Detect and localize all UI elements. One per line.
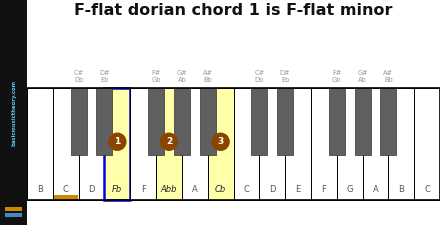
Bar — [148, 88, 164, 155]
Bar — [130, 88, 156, 200]
Text: F#: F# — [151, 70, 161, 76]
Bar — [337, 88, 363, 200]
Text: Eb: Eb — [281, 77, 290, 83]
Text: G#: G# — [176, 70, 187, 76]
Bar — [174, 88, 190, 155]
Bar — [104, 88, 130, 200]
Text: Eb: Eb — [100, 77, 109, 83]
Text: Abb: Abb — [161, 185, 177, 194]
Bar — [414, 88, 440, 200]
Bar — [54, 195, 77, 200]
Text: 1: 1 — [114, 137, 121, 146]
Text: A: A — [373, 185, 378, 194]
Text: C: C — [63, 185, 69, 194]
Text: Gb: Gb — [151, 77, 161, 83]
Text: F: F — [321, 185, 326, 194]
Bar — [355, 88, 370, 155]
Text: Db: Db — [255, 77, 264, 83]
Bar — [53, 88, 79, 200]
Bar — [5, 213, 22, 217]
Text: C#: C# — [73, 70, 84, 76]
Bar — [79, 88, 104, 200]
Text: Bb: Bb — [384, 77, 393, 83]
Text: 2: 2 — [166, 137, 172, 146]
Text: basicmusictheory.com: basicmusictheory.com — [11, 79, 16, 146]
Text: Db: Db — [74, 77, 83, 83]
Text: A#: A# — [203, 70, 213, 76]
Bar — [380, 88, 396, 155]
Text: E: E — [295, 185, 301, 194]
Bar — [27, 88, 53, 200]
Text: Ab: Ab — [358, 77, 367, 83]
Bar — [363, 88, 389, 200]
Bar — [389, 88, 414, 200]
Bar — [208, 88, 234, 200]
Circle shape — [109, 133, 126, 150]
Text: D#: D# — [280, 70, 290, 76]
Text: 3: 3 — [217, 137, 224, 146]
Text: B: B — [398, 185, 404, 194]
Text: A#: A# — [383, 70, 393, 76]
Bar — [285, 88, 311, 200]
Text: G#: G# — [357, 70, 368, 76]
Bar — [311, 88, 337, 200]
Text: D#: D# — [99, 70, 110, 76]
Text: D: D — [88, 185, 95, 194]
Circle shape — [212, 133, 229, 150]
Bar — [182, 88, 208, 200]
Text: C: C — [243, 185, 249, 194]
Bar — [0, 0, 27, 225]
Text: Ab: Ab — [177, 77, 186, 83]
Text: Gb: Gb — [332, 77, 341, 83]
Text: G: G — [346, 185, 353, 194]
Bar — [277, 88, 293, 155]
Text: F-flat dorian chord 1 is F-flat minor: F-flat dorian chord 1 is F-flat minor — [74, 3, 393, 18]
Bar — [200, 88, 216, 155]
Bar — [96, 88, 113, 155]
Text: Cb: Cb — [215, 185, 226, 194]
Bar — [27, 88, 440, 200]
Bar — [251, 88, 268, 155]
Text: F#: F# — [332, 70, 341, 76]
Bar — [259, 88, 285, 200]
Bar — [234, 88, 259, 200]
Bar — [156, 88, 182, 200]
Text: D: D — [269, 185, 275, 194]
Text: C#: C# — [254, 70, 264, 76]
Text: C: C — [424, 185, 430, 194]
Text: A: A — [192, 185, 198, 194]
Text: B: B — [37, 185, 43, 194]
Text: Fb: Fb — [112, 185, 122, 194]
Bar — [71, 88, 87, 155]
Bar — [329, 88, 345, 155]
Text: Bb: Bb — [203, 77, 212, 83]
Bar — [5, 207, 22, 211]
Circle shape — [161, 133, 177, 150]
Text: F: F — [141, 185, 146, 194]
